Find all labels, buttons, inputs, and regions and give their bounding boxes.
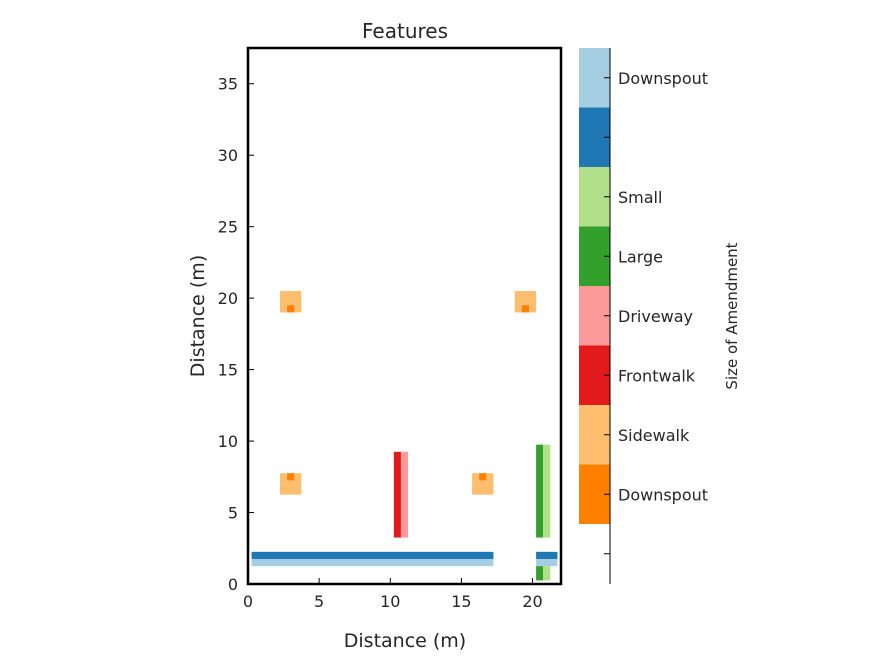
feature-cell-11 — [543, 444, 551, 538]
colorbar-title: Size of Amendment — [723, 242, 741, 389]
y-tick-label: 15 — [218, 361, 238, 380]
x-tick-label: 0 — [243, 592, 253, 611]
colorbar-label: Small — [618, 188, 662, 207]
feature-cell-8 — [393, 451, 401, 538]
feature-cell-5 — [287, 473, 295, 481]
colorbar-label: Large — [618, 247, 663, 266]
feature-cell-4 — [280, 473, 302, 495]
feature-cell-9 — [400, 451, 409, 538]
y-axis-label: Distance (m) — [187, 255, 209, 377]
y-tick-label: 20 — [218, 289, 238, 308]
y-tick-label: 5 — [228, 504, 238, 523]
colorbar-label: Driveway — [618, 307, 693, 326]
y-tick-label: 10 — [218, 432, 238, 451]
colorbar-label: Downspout — [618, 485, 708, 504]
feature-cell-0 — [280, 290, 302, 313]
feature-cell-17 — [543, 566, 551, 581]
colorbar: Downspout Sidewalk Frontwalk Driveway Large S… — [579, 48, 708, 584]
x-tick-label: 20 — [522, 592, 542, 611]
feature-cell-3 — [521, 305, 529, 313]
feature-cell-7 — [479, 473, 487, 481]
x-tick-label: 5 — [314, 592, 324, 611]
plot-area: 0 5 10 15 20 0 5 10 15 20 25 30 35 — [218, 46, 563, 611]
feature-cell-6 — [472, 473, 494, 495]
colorbar-label: Frontwalk — [618, 366, 696, 385]
x-axis-label: Distance (m) — [344, 630, 466, 652]
x-tick-label: 15 — [451, 592, 471, 611]
feature-cell-14 — [536, 551, 558, 559]
feature-cell-12 — [251, 551, 494, 559]
y-tick-label: 0 — [228, 575, 238, 594]
feature-cell-15 — [536, 558, 558, 567]
feature-cell-1 — [287, 305, 295, 313]
feature-cell-10 — [536, 444, 544, 538]
plot-frame — [246, 46, 563, 586]
x-tick-label: 10 — [380, 592, 400, 611]
y-tick-label: 25 — [218, 218, 238, 237]
feature-cell-2 — [514, 290, 537, 313]
y-tick-label: 30 — [218, 146, 238, 165]
feature-cell-16 — [536, 566, 544, 581]
feature-cell-13 — [251, 558, 494, 567]
colorbar-label: Sidewalk — [618, 426, 690, 445]
colorbar-label: Downspout — [618, 69, 708, 88]
chart-title: Features — [362, 19, 448, 43]
y-tick-label: 35 — [218, 75, 238, 94]
